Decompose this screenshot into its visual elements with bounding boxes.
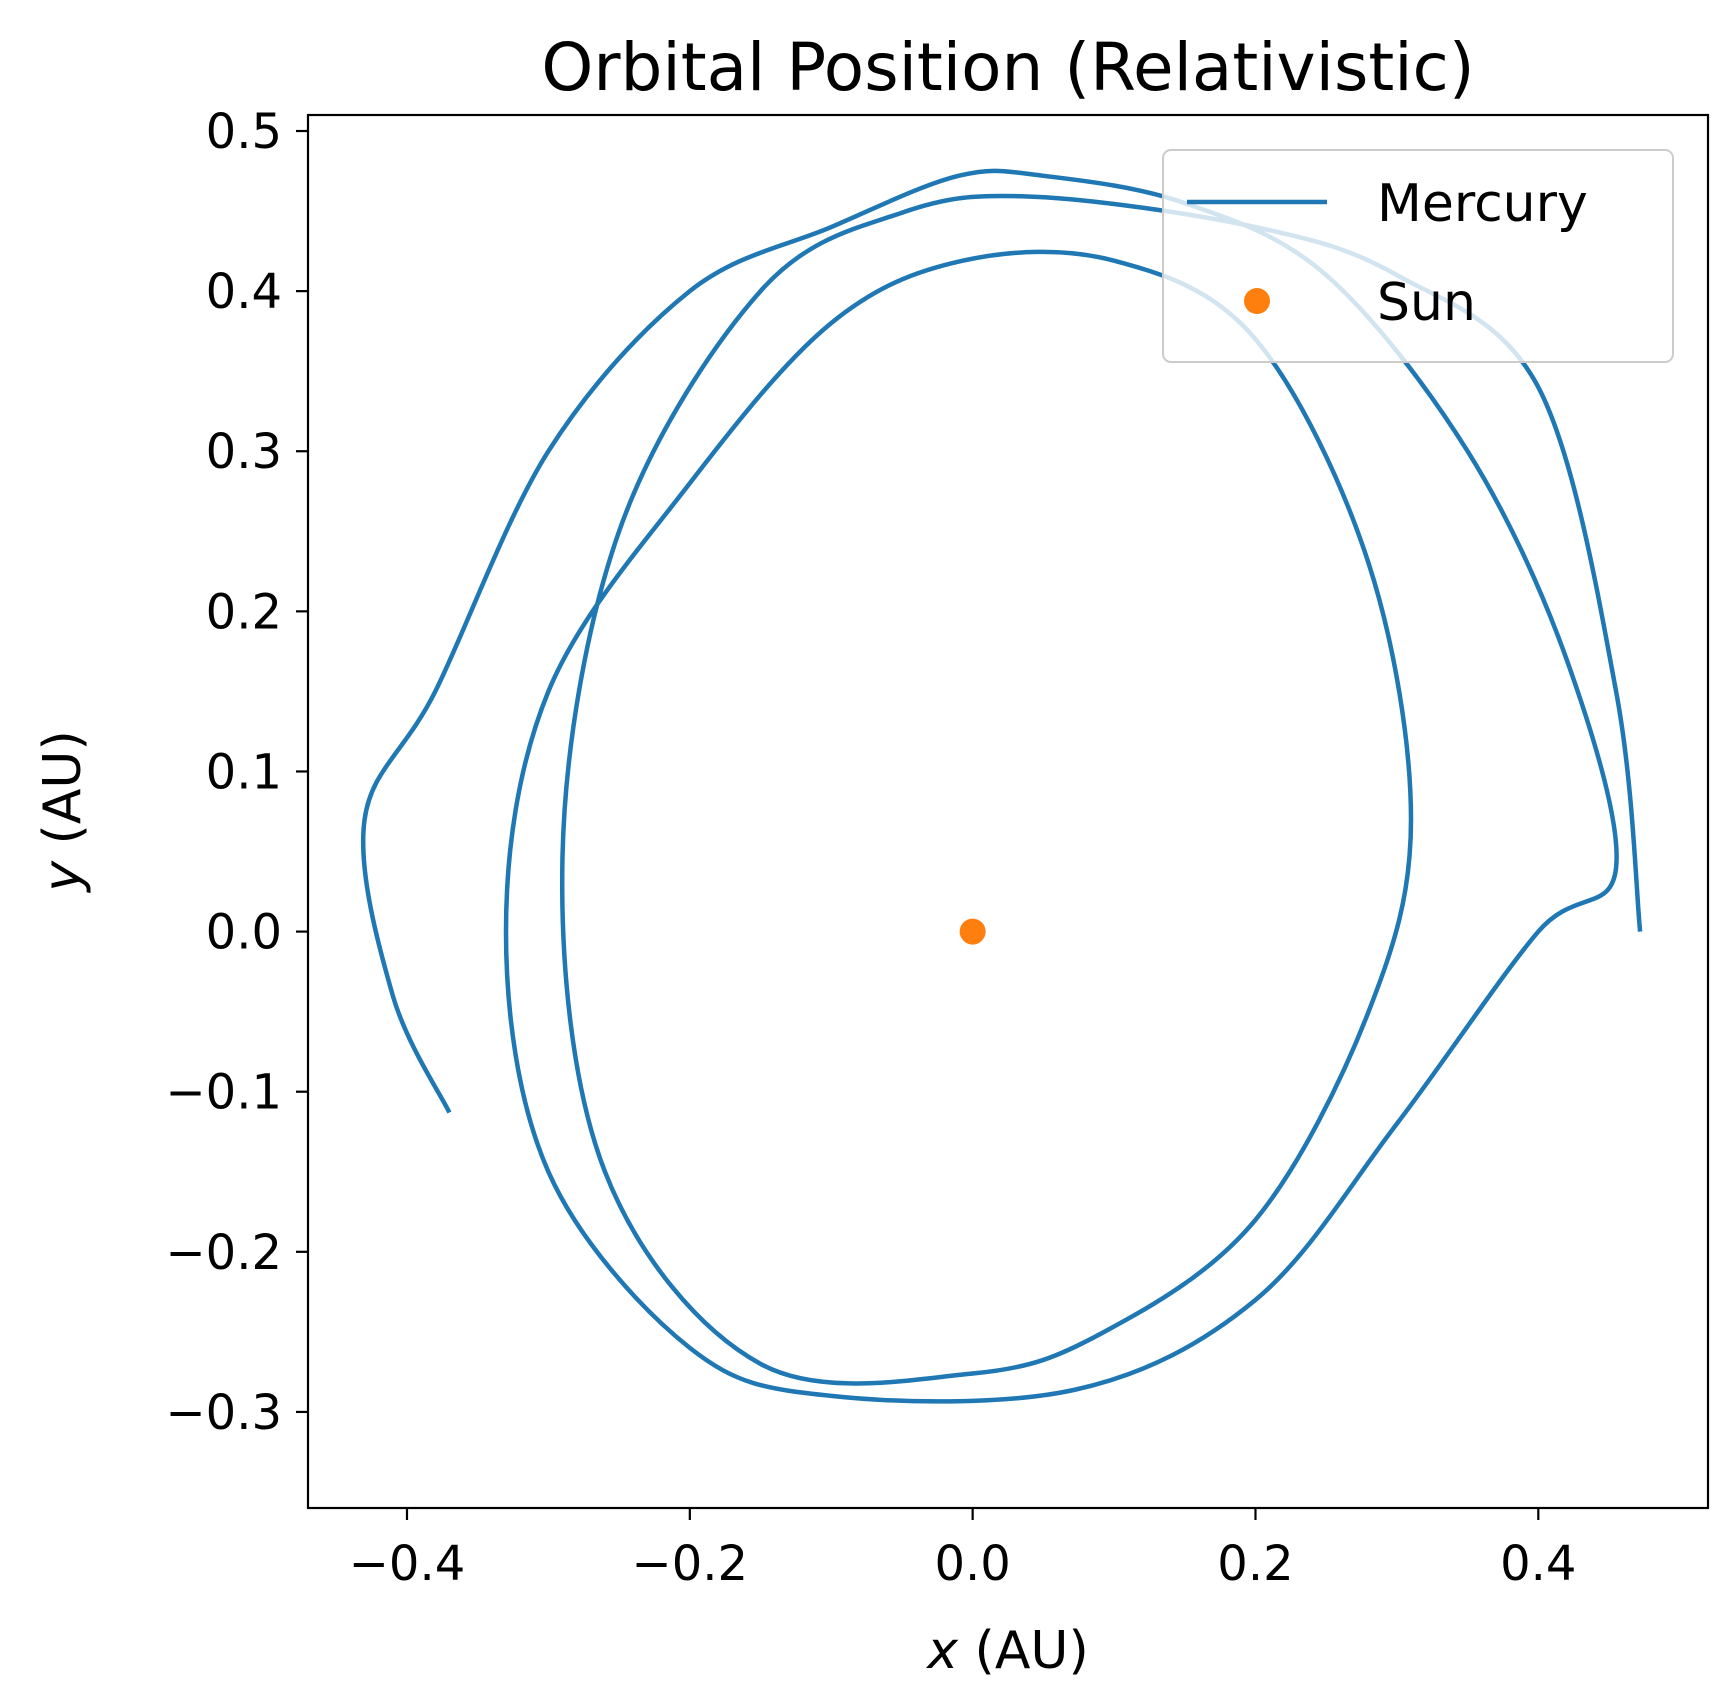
y-axis-label: y (AU) bbox=[33, 730, 93, 894]
y-tick-label: 0.4 bbox=[206, 264, 282, 320]
legend-label-mercury: Mercury bbox=[1377, 174, 1588, 234]
x-tick-label: 0.2 bbox=[1217, 1536, 1293, 1592]
y-tick-label: −0.3 bbox=[165, 1385, 282, 1441]
x-axis-label: x (AU) bbox=[925, 1621, 1089, 1681]
y-tick-label: 0.2 bbox=[206, 584, 282, 640]
y-tick-label: −0.2 bbox=[165, 1225, 282, 1281]
legend-swatch-sun bbox=[1244, 288, 1270, 314]
series-point-sun bbox=[959, 918, 986, 945]
x-tick-label: −0.2 bbox=[632, 1536, 749, 1592]
y-tick-label: 0.5 bbox=[206, 104, 282, 160]
series-layer bbox=[360, 168, 1643, 1404]
legend-label-sun: Sun bbox=[1377, 273, 1476, 333]
y-axis-ticks: −0.3 −0.2 −0.1 0.0 0.1 0.2 0.3 0.4 0.5 bbox=[165, 104, 308, 1441]
x-axis-ticks: −0.4 −0.2 0.0 0.2 0.4 bbox=[349, 1508, 1576, 1592]
y-axis-label-variable: y bbox=[33, 860, 93, 894]
x-tick-label: −0.4 bbox=[349, 1536, 466, 1592]
x-axis-label-unit: (AU) bbox=[958, 1621, 1089, 1681]
plot-area bbox=[360, 168, 1643, 1404]
x-axis-label-variable: x bbox=[925, 1621, 959, 1681]
y-tick-label: −0.1 bbox=[165, 1065, 282, 1121]
y-axis-label-unit: (AU) bbox=[33, 730, 93, 861]
y-tick-label: 0.3 bbox=[206, 424, 282, 480]
x-tick-label: 0.0 bbox=[934, 1536, 1010, 1592]
plot-frame bbox=[306, 113, 1710, 1510]
legend: Mercury Sun bbox=[1162, 149, 1674, 363]
y-tick-label: 0.1 bbox=[206, 744, 282, 800]
chart-title: Orbital Position (Relativistic) bbox=[541, 29, 1474, 106]
y-tick-label: 0.0 bbox=[206, 905, 282, 961]
series-line-mercury bbox=[360, 168, 1643, 1404]
x-tick-label: 0.4 bbox=[1500, 1536, 1576, 1592]
